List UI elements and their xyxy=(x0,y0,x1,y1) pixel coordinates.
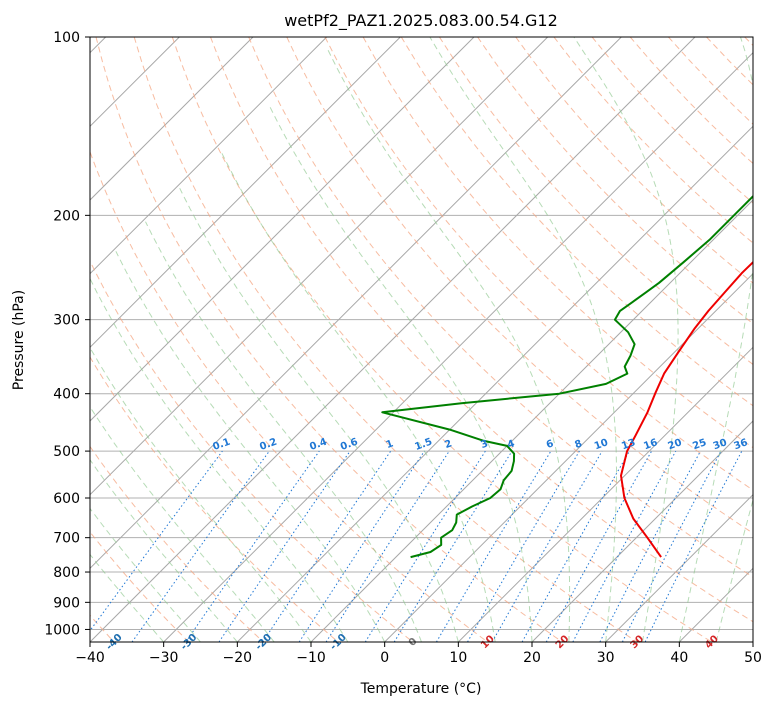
mixing-ratio-line xyxy=(644,450,743,642)
dry-adiabat xyxy=(438,37,753,366)
isotherm-line xyxy=(163,51,753,642)
mixing-ratio-label: 16 xyxy=(642,437,659,452)
mixing-ratio-label: 6 xyxy=(545,438,555,451)
isotherm-line xyxy=(90,37,328,275)
mixing-ratio-label: 36 xyxy=(733,437,750,452)
moist-adiabat xyxy=(90,507,201,642)
y-tick-label: 1000 xyxy=(44,622,80,638)
y-tick-label: 500 xyxy=(53,444,80,460)
isotherm-grid xyxy=(90,37,753,642)
moist-adiabat xyxy=(327,49,571,642)
moist-adiabat xyxy=(90,458,238,642)
dry-adiabat xyxy=(286,37,753,534)
plot-frame xyxy=(89,36,754,643)
moist-adiabat xyxy=(219,149,496,642)
moist-adiabat xyxy=(268,104,533,642)
isotherm-line xyxy=(236,125,753,642)
dry-adiabat xyxy=(477,37,753,325)
x-tick-label: 0 xyxy=(380,650,389,666)
mixing-ratio-line xyxy=(218,450,351,642)
y-axis-title: Pressure (hPa) xyxy=(11,290,27,390)
y-tick-label: 800 xyxy=(53,565,80,581)
isotherm-line xyxy=(605,493,753,642)
mixing-ratio-label: 13 xyxy=(620,437,637,452)
y-axis-ticks: 100 200 300 400 500 600 700 800 900 1000 xyxy=(44,30,90,638)
x-tick-label: 20 xyxy=(523,650,541,666)
mixing-ratio-line xyxy=(131,450,270,642)
moist-adiabat xyxy=(429,37,617,642)
x-tick-label: 40 xyxy=(670,650,688,666)
y-tick-label: 300 xyxy=(53,313,80,329)
dry-adiabat xyxy=(90,150,488,642)
moist-adiabat xyxy=(115,251,386,642)
moist-adiabat xyxy=(179,187,459,642)
temperature-profile-line xyxy=(620,260,753,558)
isotherm-line xyxy=(90,37,549,496)
y-tick-label: 100 xyxy=(53,30,80,46)
mixing-ratio-line xyxy=(393,450,513,642)
isotherm-line xyxy=(90,37,401,349)
dry-adiabats xyxy=(90,37,753,642)
mixing-ratio-line xyxy=(325,450,450,642)
y-tick-label: 700 xyxy=(53,531,80,547)
dry-adiabat xyxy=(90,356,339,642)
mixing-ratio-line xyxy=(90,450,223,632)
moist-adiabats xyxy=(90,37,753,642)
y-tick-label: 200 xyxy=(53,208,80,224)
isotherm-line xyxy=(90,37,622,570)
moist-adiabat xyxy=(573,37,679,642)
x-tick-label: −30 xyxy=(149,650,179,666)
x-axis-ticks: −40 −30 −20 −10 0 10 20 30 40 50 xyxy=(75,642,762,666)
moist-adiabat xyxy=(90,346,312,642)
moist-adiabat xyxy=(145,221,422,642)
mixing-ratio-line xyxy=(298,450,425,642)
moist-adiabat xyxy=(678,37,753,642)
y-tick-label: 900 xyxy=(53,595,80,611)
dry-adiabat xyxy=(324,37,753,491)
dry-adiabat xyxy=(90,445,264,642)
isotherm-line xyxy=(90,37,475,422)
x-tick-label: 30 xyxy=(597,650,615,666)
moist-adiabat xyxy=(715,498,753,642)
x-tick-label: −40 xyxy=(75,650,105,666)
x-axis-title: Temperature (°C) xyxy=(360,681,482,697)
mixing-ratio-label: 2 xyxy=(443,438,453,451)
mixing-ratio-line xyxy=(185,450,320,642)
y-tick-label: 600 xyxy=(53,491,80,507)
x-tick-label: 50 xyxy=(744,650,762,666)
x-tick-label: −20 xyxy=(223,650,253,666)
mixing-ratio-line xyxy=(545,450,653,642)
mixing-ratio-line xyxy=(572,450,677,642)
isotherm-line xyxy=(531,420,753,642)
isotherm-line xyxy=(457,346,753,642)
x-tick-label: 10 xyxy=(449,650,467,666)
y-tick-label: 400 xyxy=(53,387,80,403)
dry-adiabat xyxy=(171,37,712,642)
dry-adiabat xyxy=(133,37,638,642)
mixing-ratio-line xyxy=(262,450,392,642)
chart-title: wetPf2_PAZ1.2025.083.00.54.G12 xyxy=(284,11,558,31)
mixing-ratio-label: 30 xyxy=(712,437,729,452)
mixing-ratio-label: 8 xyxy=(573,438,583,451)
dry-adiabat xyxy=(90,259,414,642)
dry-adiabat xyxy=(210,37,753,623)
mixing-ratio-label: 25 xyxy=(691,437,708,452)
profile-series xyxy=(381,194,753,559)
mixing-ratio-line xyxy=(521,450,630,642)
dewpoint-profile-line xyxy=(381,194,753,559)
x-tick-label: −10 xyxy=(296,650,326,666)
moist-adiabat xyxy=(90,405,275,642)
mixing-ratio-label: 20 xyxy=(667,437,684,452)
moist-adiabat xyxy=(90,277,349,642)
mixing-ratio-label: 10 xyxy=(593,437,610,452)
mixing-ratio-lines xyxy=(90,450,743,642)
mixing-ratio-label: 4 xyxy=(506,438,516,451)
mixing-ratio-label: 1 xyxy=(385,438,395,451)
dry-adiabat xyxy=(95,37,563,642)
mixing-ratio-label: 3 xyxy=(479,438,489,451)
isotherm-line xyxy=(90,37,254,201)
